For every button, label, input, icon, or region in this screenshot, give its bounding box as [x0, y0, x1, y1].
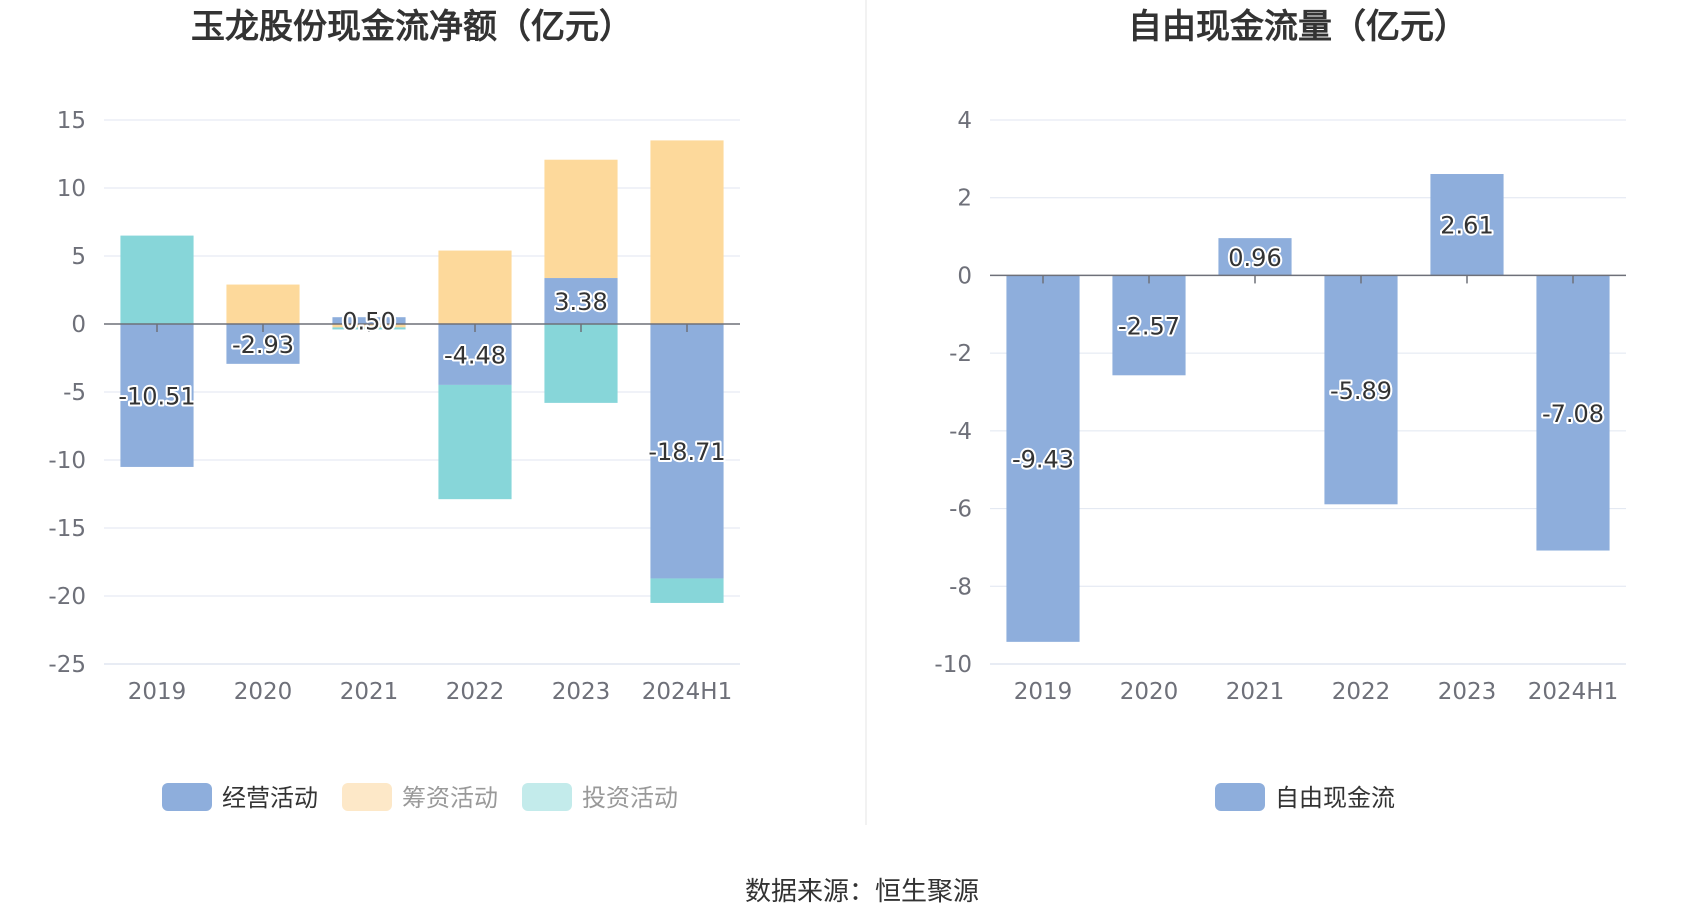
y-tick-label-1-4: 4 — [957, 108, 972, 134]
y-tick-label-1--4: -4 — [949, 419, 972, 445]
bar-1-0-1 — [1112, 275, 1186, 376]
y-tick-label-0-10: 10 — [57, 176, 86, 202]
x-tick-label-1-5: 2024H1 — [1528, 679, 1618, 705]
x-tick-label-1-3: 2022 — [1332, 679, 1391, 705]
bar-0-0-0 — [120, 324, 194, 467]
bar-0-2-5 — [650, 578, 724, 603]
data-label-0-4: 3.38 — [554, 288, 607, 316]
legend-swatch-0-0 — [162, 783, 212, 811]
x-tick-label-1-1: 2020 — [1120, 679, 1179, 705]
bar-0-0-3 — [438, 324, 512, 385]
y-tick-label-1-0: 0 — [957, 263, 972, 289]
x-tick-label-0-5: 2024H1 — [642, 679, 732, 705]
source-note: 数据来源：恒生聚源 — [745, 877, 979, 907]
legend-swatch-0-1 — [342, 783, 392, 811]
data-label-1-3: -5.89 — [1330, 377, 1392, 405]
y-tick-label-1--6: -6 — [949, 497, 972, 523]
bar-1-0-5 — [1536, 275, 1610, 551]
bar-0-0-4 — [544, 278, 618, 324]
x-tick-label-0-1: 2020 — [234, 679, 293, 705]
x-tick-label-1-0: 2019 — [1014, 679, 1073, 705]
y-tick-label-1--2: -2 — [949, 341, 972, 367]
data-label-1-1: -2.57 — [1118, 312, 1180, 340]
x-tick-label-0-0: 2019 — [128, 679, 187, 705]
bar-0-2-0 — [120, 235, 194, 324]
x-tick-label-1-2: 2021 — [1226, 679, 1285, 705]
data-label-0-5: -18.71 — [648, 438, 725, 466]
bar-1-0-0 — [1006, 275, 1080, 642]
bar-0-0-2 — [332, 317, 406, 324]
legend-label-0-2: 投资活动 — [582, 784, 678, 812]
legend-swatch-1-0 — [1215, 783, 1265, 811]
y-tick-label-0-5: 5 — [71, 244, 86, 270]
chart-title-0: 玉龙股份现金流净额（亿元） — [191, 7, 633, 47]
data-label-0-3: -4.48 — [444, 341, 506, 369]
bar-0-0-5 — [650, 324, 724, 579]
data-label-0-2: 0.50 — [342, 308, 395, 336]
data-label-0-1: -2.93 — [232, 331, 294, 359]
y-tick-label-0--25: -25 — [48, 652, 86, 678]
data-label-1-2: 0.96 — [1228, 244, 1281, 272]
y-tick-label-0-15: 15 — [57, 108, 86, 134]
bar-1-0-4 — [1430, 174, 1504, 276]
bar-0-1-4 — [544, 159, 618, 279]
bar-0-2-3 — [438, 384, 512, 500]
legend-label-0-0: 经营活动 — [222, 784, 318, 812]
chart-title-1: 自由现金流量（亿元） — [1128, 7, 1468, 47]
y-tick-label-1--8: -8 — [949, 574, 972, 600]
legend-label-1-0: 自由现金流 — [1275, 784, 1395, 812]
x-tick-label-0-3: 2022 — [446, 679, 505, 705]
bar-1-0-2 — [1218, 238, 1292, 276]
bar-0-1-5 — [650, 140, 724, 324]
x-tick-label-0-4: 2023 — [552, 679, 611, 705]
legend-swatch-0-2 — [522, 783, 572, 811]
y-tick-label-1--10: -10 — [934, 652, 972, 678]
data-label-1-0: -9.43 — [1012, 446, 1074, 474]
x-tick-label-0-2: 2021 — [340, 679, 399, 705]
legend-label-0-1: 筹资活动 — [402, 784, 498, 812]
y-tick-label-0--10: -10 — [48, 448, 86, 474]
y-tick-label-0--20: -20 — [48, 584, 86, 610]
bar-0-2-4 — [544, 324, 618, 403]
y-tick-label-1-2: 2 — [957, 186, 972, 212]
data-label-1-5: -7.08 — [1542, 400, 1604, 428]
bar-0-1-3 — [438, 250, 512, 324]
y-tick-label-0--15: -15 — [48, 516, 86, 542]
y-tick-label-0-0: 0 — [71, 312, 86, 338]
data-label-1-4: 2.61 — [1440, 212, 1493, 240]
y-tick-label-0--5: -5 — [63, 380, 86, 406]
bar-0-1-1 — [226, 284, 300, 324]
x-tick-label-1-4: 2023 — [1438, 679, 1497, 705]
data-label-0-0: -10.51 — [118, 382, 195, 410]
bar-1-0-3 — [1324, 275, 1398, 505]
